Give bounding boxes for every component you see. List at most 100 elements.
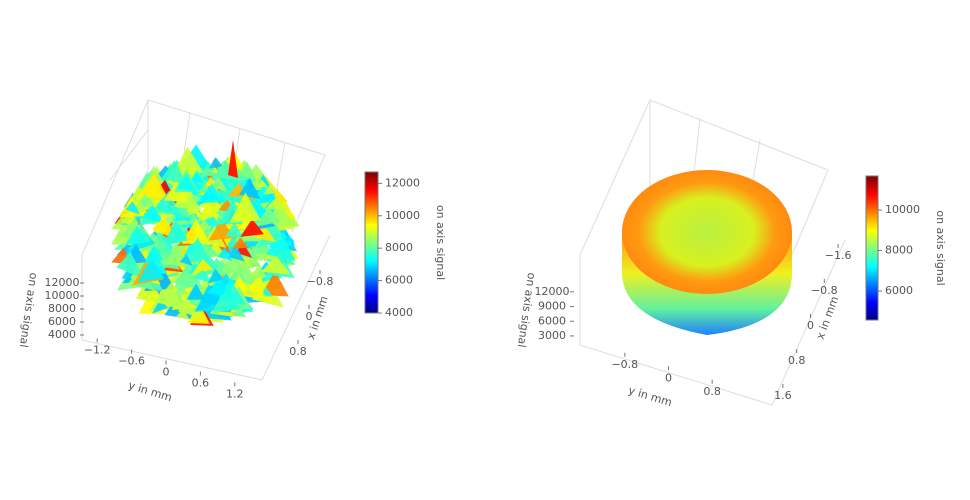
colorbar-band bbox=[365, 244, 378, 248]
x-tick-label: −0.6 bbox=[118, 355, 145, 368]
surface-facet bbox=[155, 282, 187, 313]
y-tick-label: 0.8 bbox=[788, 354, 806, 367]
surface-facet bbox=[225, 222, 244, 239]
colorbar-band bbox=[365, 277, 378, 281]
colorbar-band bbox=[866, 308, 878, 311]
colorbar-band bbox=[866, 190, 878, 194]
colorbar-tick-label: 12000 bbox=[385, 176, 420, 189]
colorbar-band bbox=[365, 235, 378, 239]
surface-facet bbox=[197, 203, 220, 222]
surface-facet bbox=[137, 257, 165, 283]
colorbar-band bbox=[365, 183, 378, 187]
colorbar-band bbox=[866, 279, 878, 283]
colorbar-band bbox=[866, 192, 878, 196]
colorbar-band bbox=[866, 281, 878, 285]
surface-facet bbox=[207, 268, 224, 284]
colorbar-band bbox=[866, 305, 878, 309]
colorbar-band bbox=[866, 221, 878, 225]
surface-facet bbox=[263, 184, 277, 195]
colorbar-band bbox=[365, 294, 378, 298]
surface-facet bbox=[125, 225, 149, 245]
colorbar-band bbox=[365, 261, 378, 265]
colorbar-band bbox=[866, 269, 878, 273]
colorbar-band bbox=[365, 219, 378, 222]
z-tick-label: 6000 bbox=[538, 314, 566, 327]
y-tick-label: 1.6 bbox=[774, 389, 792, 402]
colorbar-band bbox=[365, 233, 378, 236]
colorbar-band bbox=[365, 188, 378, 192]
surface-facet bbox=[141, 204, 165, 224]
y-tick-label: 0 bbox=[807, 319, 814, 332]
z-tick-label: 8000 bbox=[48, 302, 76, 315]
colorbar-tick-label: 8000 bbox=[385, 241, 413, 254]
surface-facet bbox=[171, 146, 204, 177]
colorbar-label: on axis signal bbox=[434, 205, 447, 280]
colorbar-band bbox=[866, 262, 878, 266]
colorbar-band bbox=[365, 211, 378, 215]
surface-facet bbox=[234, 243, 253, 258]
colorbar-band bbox=[365, 223, 378, 227]
colorbar-band bbox=[365, 195, 378, 199]
surface-facet bbox=[252, 289, 270, 304]
colorbar-band bbox=[866, 248, 878, 251]
colorbar-band bbox=[365, 270, 378, 274]
surface-facet bbox=[177, 297, 199, 317]
colorbar-band bbox=[365, 202, 378, 206]
colorbar-band bbox=[866, 178, 878, 182]
colorbar-band bbox=[866, 231, 878, 235]
colorbar-band bbox=[365, 172, 378, 175]
colorbar-band bbox=[866, 296, 878, 299]
surface-facet bbox=[138, 173, 171, 202]
colorbar-band bbox=[365, 207, 378, 211]
colorbar-band bbox=[866, 200, 878, 203]
surface-facet bbox=[208, 156, 223, 169]
z-tick-label: 10000 bbox=[45, 289, 80, 302]
colorbar-band bbox=[365, 247, 378, 251]
colorbar-band bbox=[866, 260, 878, 263]
colorbar-band bbox=[365, 256, 378, 260]
surface-right bbox=[622, 170, 792, 335]
colorbar-band bbox=[866, 195, 878, 199]
colorbar-band bbox=[866, 197, 878, 201]
colorbar-band bbox=[866, 180, 878, 184]
surface-facet bbox=[253, 275, 267, 287]
colorbar-band bbox=[365, 181, 378, 185]
surface-facet bbox=[193, 259, 213, 273]
colorbar-band bbox=[365, 249, 378, 253]
colorbar-band bbox=[365, 230, 378, 234]
colorbar-band bbox=[866, 214, 878, 218]
colorbar-band bbox=[866, 183, 878, 187]
surface-peak bbox=[228, 140, 238, 178]
z-tick-label: 6000 bbox=[48, 315, 76, 328]
surface-facet bbox=[125, 201, 141, 215]
colorbar-band bbox=[365, 254, 378, 258]
y-tick-label: 0 bbox=[306, 310, 313, 323]
colorbar-band bbox=[365, 275, 378, 279]
colorbar-band bbox=[866, 317, 878, 321]
colorbar-band bbox=[365, 240, 378, 243]
colorbar-band bbox=[866, 312, 878, 316]
surface-facet bbox=[236, 261, 255, 278]
surface-facet bbox=[187, 301, 210, 324]
colorbar-band bbox=[866, 310, 878, 314]
surface-facet bbox=[231, 305, 247, 318]
colorbar-band bbox=[365, 221, 378, 225]
colorbar-band bbox=[365, 200, 378, 204]
colorbar-band bbox=[866, 252, 878, 256]
colorbar-band bbox=[866, 204, 878, 208]
surface-facet bbox=[228, 263, 258, 287]
colorbar-label: on axis signal bbox=[934, 210, 947, 285]
x-tick-label: −0.8 bbox=[611, 358, 638, 371]
colorbar-band bbox=[365, 209, 378, 213]
surface-facet bbox=[190, 171, 204, 183]
surface-facet bbox=[154, 190, 184, 219]
surface-facet bbox=[254, 207, 282, 227]
axis-label: y in mm bbox=[127, 379, 174, 405]
colorbar-tick-label: 8000 bbox=[885, 244, 913, 257]
surface-facet bbox=[221, 251, 246, 273]
surface-facet bbox=[218, 282, 246, 305]
surface-facet bbox=[261, 256, 292, 275]
colorbar-band bbox=[866, 303, 878, 307]
colorbar-band bbox=[866, 209, 878, 213]
